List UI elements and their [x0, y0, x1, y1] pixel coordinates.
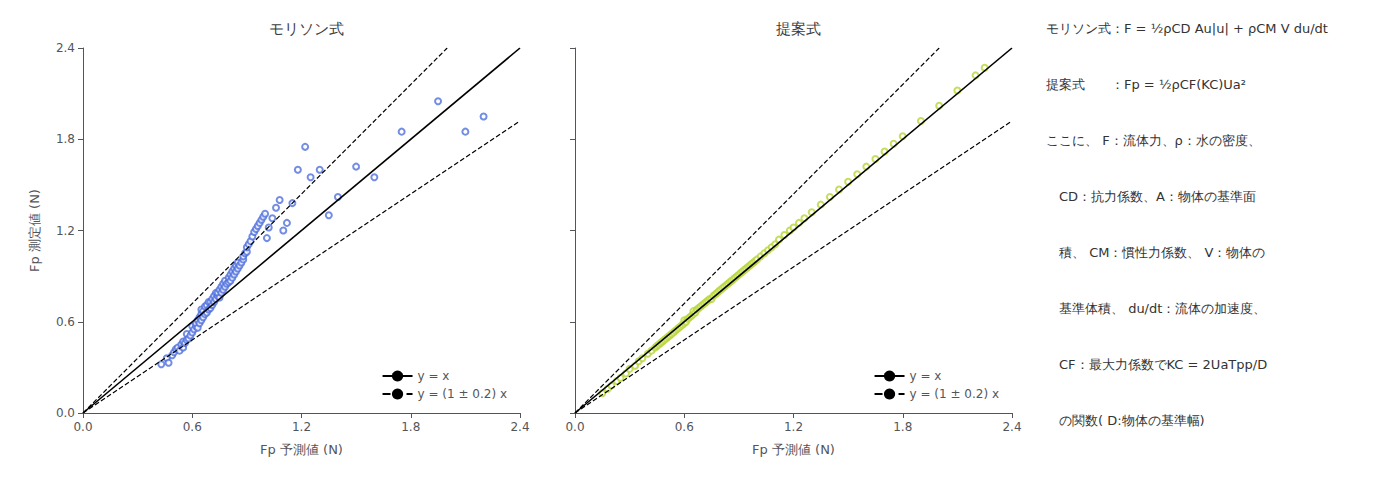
svg-text:モリソン式: モリソン式	[269, 20, 344, 38]
svg-text:0.0: 0.0	[565, 420, 584, 434]
svg-text:ここに、 F：流体力、ρ：水の密度、: ここに、 F：流体力、ρ：水の密度、	[1046, 133, 1261, 148]
svg-text:y = (1 ± 0.2) x: y = (1 ± 0.2) x	[910, 387, 999, 401]
svg-text:2.4: 2.4	[510, 420, 529, 434]
svg-text:0.0: 0.0	[73, 420, 92, 434]
svg-text:提案式: 提案式	[776, 20, 821, 38]
svg-text:Fp 測定値 (N): Fp 測定値 (N)	[27, 189, 42, 272]
svg-text:Fp 予測値 (N): Fp 予測値 (N)	[260, 442, 343, 457]
svg-text:モリソン式：F = ½ρCD Au|u| + ρCM V d: モリソン式：F = ½ρCD Au|u| + ρCM V du/dt	[1046, 21, 1328, 36]
svg-text:の関数( D:物体の基準幅): の関数( D:物体の基準幅)	[1046, 413, 1205, 428]
svg-text:1.8: 1.8	[401, 420, 420, 434]
svg-text:0.6: 0.6	[675, 420, 694, 434]
svg-text:積、 CM：慣性力係数、 V：物体の: 積、 CM：慣性力係数、 V：物体の	[1046, 245, 1265, 260]
svg-text:2.4: 2.4	[1002, 420, 1021, 434]
svg-text:Fp 予測値 (N): Fp 予測値 (N)	[752, 442, 835, 457]
svg-text:CD：抗力係数、A：物体の基準面: CD：抗力係数、A：物体の基準面	[1046, 189, 1256, 204]
svg-text:0.6: 0.6	[56, 315, 75, 329]
svg-text:y = x: y = x	[418, 369, 450, 383]
svg-text:1.8: 1.8	[893, 420, 912, 434]
svg-text:基準体積、 du/dt：流体の加速度、: 基準体積、 du/dt：流体の加速度、	[1046, 301, 1266, 316]
svg-text:1.2: 1.2	[292, 420, 311, 434]
svg-text:1.2: 1.2	[56, 224, 75, 238]
svg-text:0.0: 0.0	[56, 406, 75, 420]
svg-text:y = (1 ± 0.2) x: y = (1 ± 0.2) x	[418, 387, 507, 401]
svg-text:1.2: 1.2	[784, 420, 803, 434]
svg-text:y = x: y = x	[910, 369, 942, 383]
svg-text:CF：最大力係数でKC = 2UaTpp/D: CF：最大力係数でKC = 2UaTpp/D	[1046, 357, 1267, 372]
svg-text:0.6: 0.6	[183, 420, 202, 434]
svg-text:1.8: 1.8	[56, 132, 75, 146]
svg-text:2.4: 2.4	[56, 41, 75, 55]
svg-text:提案式 ：Fp = ½ρCF(KC)Ua²: 提案式 ：Fp = ½ρCF(KC)Ua²	[1046, 77, 1246, 92]
